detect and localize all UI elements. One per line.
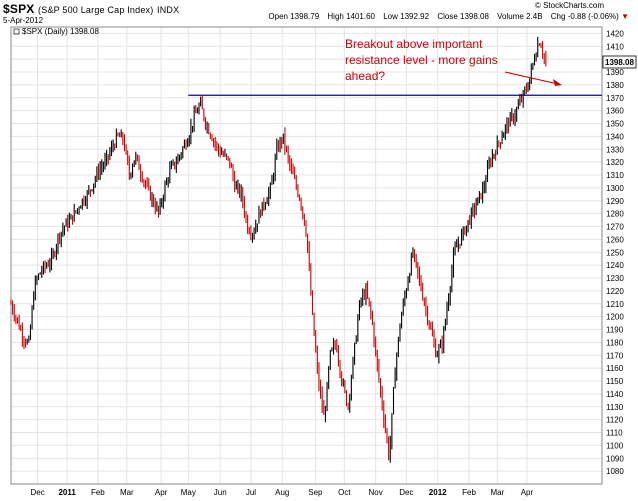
last-value-marker: 1398.08 [602,55,637,69]
annotation-arrow [504,71,559,85]
symbol: $SPX [3,2,35,16]
annotation-line-2: resistance level - more gains [345,53,498,67]
open-label: Open [268,12,288,21]
high-value: 1401.60 [346,12,375,21]
annotation-arrowhead [553,79,562,86]
open-value: 1398.79 [290,12,320,21]
y-tick-label: 1140 [606,390,624,399]
x-tick-label: Apr [155,488,168,497]
y-tick-label: 1340 [606,132,624,141]
x-tick-label: 2011 [58,488,76,497]
chg-down-arrow-icon: ▼ [621,12,629,21]
y-tick-label: 1290 [606,197,624,206]
y-tick-label: 1110 [606,429,623,438]
x-tick-label: Nov [369,488,383,497]
chart-date: 5-Apr-2012 [3,16,44,25]
y-tick-label: 1180 [606,338,624,347]
chart-header: $SPX (S&P 500 Large Cap Index) INDX 5-Ap… [0,0,638,26]
last-value-label: 1398.08 [605,58,634,67]
y-tick-label: 1310 [606,171,624,180]
symbol-title: $SPX (S&P 500 Large Cap Index) INDX [3,2,179,16]
y-tick-label: 1270 [606,223,624,232]
y-tick-label: 1330 [606,145,624,154]
y-tick-label: 1080 [606,467,624,476]
x-tick-label: 2012 [429,488,447,497]
annotation-line-3: ahead? [345,69,385,83]
x-tick-label: Feb [91,488,105,497]
x-tick-label: Feb [462,488,476,497]
chg-label: Chg [550,12,566,21]
x-tick-label: Dec [30,488,44,497]
low-value: 1392.92 [400,12,430,21]
low-label: Low [383,12,398,21]
y-tick-label: 1210 [606,300,624,309]
x-tick-label: Aug [275,488,289,497]
volume-label: Volume [497,12,524,21]
chart-grid [11,27,602,484]
y-tick-label: 1200 [606,313,624,322]
symbol-description: (S&P 500 Large Cap Index) [38,5,154,15]
y-tick-label: 1390 [606,68,624,77]
x-tick-label: Sep [308,488,323,497]
y-tick-label: 1190 [606,326,624,335]
chg-value: -0.88 (-0.06%) [567,12,619,21]
y-tick-label: 1160 [606,364,624,373]
y-tick-label: 1170 [606,351,624,360]
y-tick-label: 1220 [606,287,624,296]
y-tick-label: 1130 [606,403,624,412]
y-tick-label: 1090 [606,454,624,463]
y-tick-label: 1120 [606,416,624,425]
x-tick-label: Mar [491,488,505,497]
x-tick-label: Dec [399,488,413,497]
y-tick-label: 1300 [606,184,624,193]
y-tick-label: 1230 [606,274,624,283]
y-tick-label: 1370 [606,94,624,103]
y-tick-label: 1240 [606,261,624,270]
y-tick-label: 1360 [606,107,624,116]
last-value-box [602,55,637,69]
brand-label: © StockCharts.com [535,1,604,10]
plot-frame [10,26,603,485]
price-bars [10,36,547,463]
high-label: High [327,12,344,21]
y-tick-label: 1350 [606,120,624,129]
y-tick-label: 1410 [606,42,624,51]
legend-label: $SPX (Daily) 1398.08 [22,27,99,36]
y-tick-label: 1280 [606,210,624,219]
x-tick-label: Oct [338,488,351,497]
legend-swatch [13,28,20,35]
y-tick-label: 1150 [606,377,624,386]
y-tick-label: 1250 [606,248,624,257]
y-tick-label: 1420 [606,29,624,38]
ohlc-readout: Open 1398.79 High 1401.60 Low 1392.92 Cl… [268,12,629,21]
close-label: Close [437,12,458,21]
x-tick-label: Jul [246,488,256,497]
y-axis: 1080 1090 1100 1110 1120 1130 1140 1150 1160 1170… [606,29,624,476]
annotation-line-1: Breakout above important [345,37,483,51]
y-tick-label: 1380 [606,81,624,90]
legend: $SPX (Daily) 1398.08 [13,27,99,36]
annotation: Breakout above important resistance leve… [345,37,562,86]
volume-value: 2.4B [526,12,543,21]
x-tick-label: Apr [521,488,534,497]
y-tick-label: 1100 [606,441,624,450]
exchange: INDX [157,5,180,15]
y-tick-label: 1320 [606,158,624,167]
y-tick-label: 1260 [606,235,624,244]
x-axis: Dec 2011 Feb Mar Apr May Jun Jul Aug Sep Oct Nov Dec… [30,488,533,497]
x-tick-label: Mar [120,488,134,497]
x-tick-label: May [181,488,196,497]
x-tick-label: Jun [214,488,227,497]
close-value: 1398.08 [460,12,489,21]
